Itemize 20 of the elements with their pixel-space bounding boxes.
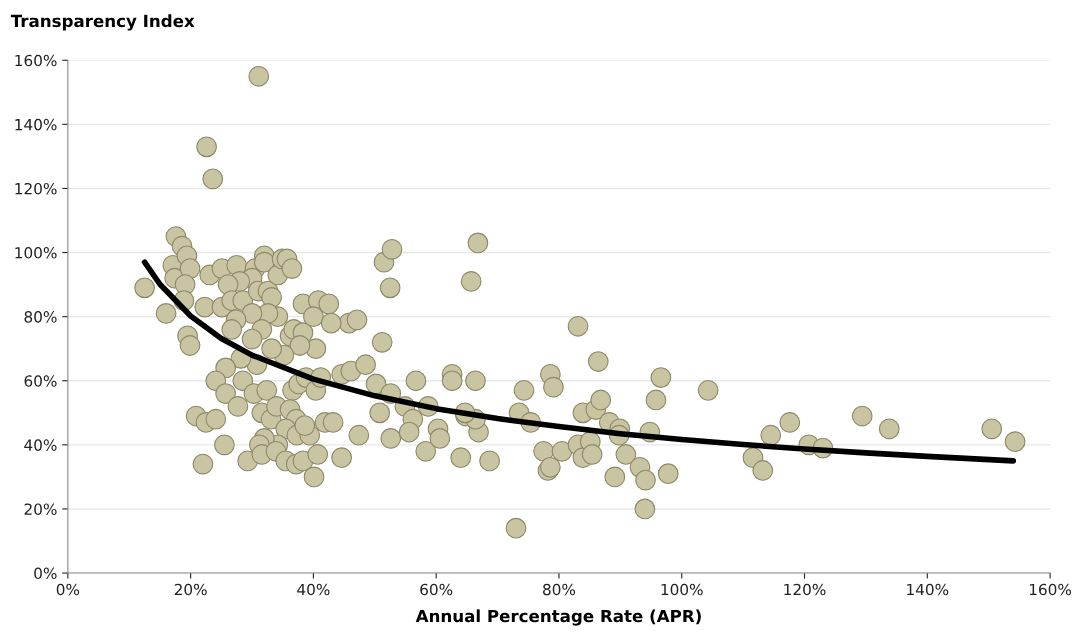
y-tick-label: 60% [24, 375, 57, 387]
x-tick-label: 140% [907, 583, 949, 596]
y-tick-label: 0% [34, 567, 57, 580]
x-tick-label: 40% [297, 583, 330, 596]
x-tick-label: 0% [56, 583, 80, 596]
y-tick-label: 80% [24, 311, 57, 323]
x-axis-title: Annual Percentage Rate (APR) [415, 609, 701, 626]
x-tick-label: 20% [174, 583, 207, 596]
x-tick-label: 100% [661, 583, 703, 596]
y-tick-label: 120% [15, 182, 57, 195]
x-tick-label: 120% [784, 583, 826, 596]
x-tick-label: 80% [543, 583, 576, 596]
chart-title: Transparency Index [10, 14, 195, 31]
x-tick-label: 60% [420, 583, 453, 596]
y-tick-label: 160% [15, 54, 57, 67]
x-tick-label: 160% [1029, 583, 1072, 596]
y-tick-label: 140% [15, 118, 57, 131]
y-tick-label: 100% [15, 247, 57, 259]
y-tick-label: 40% [24, 439, 57, 451]
y-tick-label: 20% [24, 503, 57, 515]
